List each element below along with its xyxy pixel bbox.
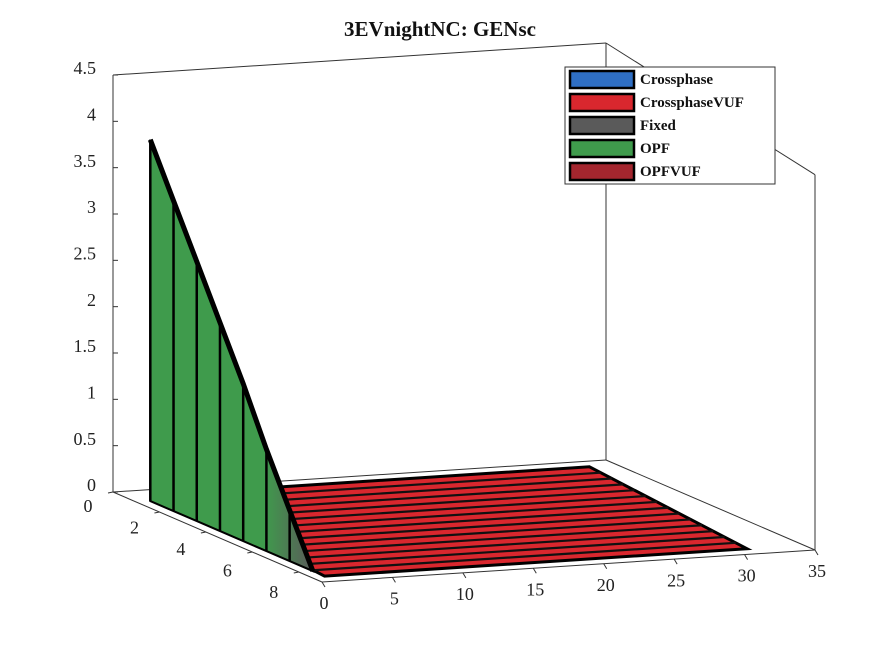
- floor-hatch: [268, 518, 691, 548]
- x-tick-label: 2: [130, 518, 139, 538]
- floor-hatch: [279, 524, 703, 554]
- floor-hatch: [245, 506, 669, 537]
- floor-hatch: [256, 512, 680, 543]
- y-tick: [321, 581, 326, 588]
- x-tick: [200, 531, 206, 534]
- legend-label: CrossphaseVUF: [640, 95, 744, 111]
- z-tick-label: 1.5: [74, 336, 97, 356]
- legend-swatch: [568, 161, 636, 182]
- z-tick-label: 1: [87, 382, 96, 402]
- x-tick: [247, 551, 253, 554]
- z-tick-label: 4: [87, 104, 96, 124]
- y-tick-label: 35: [808, 561, 826, 581]
- legend-swatch: [568, 115, 636, 136]
- box-edge: [112, 42, 607, 76]
- x-tick: [154, 511, 160, 514]
- legend-label: Fixed: [640, 118, 676, 134]
- z-tick-label: 3: [87, 197, 96, 217]
- y-tick-label: 20: [597, 575, 615, 595]
- x-tick-label: 0: [84, 496, 93, 516]
- legend-swatch: [568, 92, 636, 113]
- wall-top: [147, 138, 316, 572]
- y-tick-label: 5: [390, 589, 399, 609]
- floor-hatch: [234, 500, 658, 531]
- z-tick-label: 4.5: [74, 58, 97, 78]
- box-edge: [112, 491, 323, 583]
- legend-label: Crossphase: [640, 72, 713, 88]
- y-tick: [744, 554, 749, 560]
- legend: Crossphase CrossphaseVUF Fixed OPF OPFVUF: [564, 66, 776, 185]
- x-tick: [107, 491, 114, 494]
- box-edge: [605, 459, 816, 551]
- floor-hatch: [301, 535, 725, 566]
- z-tick-label: 2.5: [74, 243, 97, 263]
- z-tick-label: 3.5: [74, 151, 97, 171]
- legend-label: OPF: [640, 141, 670, 157]
- floor-hatch: [313, 541, 736, 572]
- y-tick: [391, 577, 396, 583]
- legend-label: OPFVUF: [640, 164, 701, 180]
- legend-swatch: [568, 69, 636, 90]
- x-tick-label: 6: [223, 561, 232, 581]
- x-tick: [293, 571, 299, 574]
- y-tick: [462, 572, 467, 579]
- ticks: 0 0.5 1 1.5 2 2.5 3 3.5 4 4.5 0 2 4 6 8 0 5 10 15 20 25 30 35: [74, 58, 827, 613]
- y-tick-label: 25: [667, 570, 685, 590]
- y-tick-label: 10: [456, 584, 474, 604]
- box-edge: [321, 549, 816, 583]
- y-tick-label: 30: [738, 566, 756, 586]
- z-tick-label: 0: [87, 475, 96, 495]
- y-tick: [603, 563, 608, 569]
- x-tick-label: 4: [176, 539, 185, 559]
- legend-swatch: [568, 138, 636, 159]
- z-tick-label: 2: [87, 290, 96, 310]
- chart-title: 3EVnightNC: GENsc: [344, 17, 536, 41]
- y-tick: [673, 558, 678, 565]
- x-tick-label: 8: [269, 582, 278, 602]
- y-tick-label: 15: [526, 579, 544, 599]
- y-tick-label: 0: [320, 593, 329, 613]
- floor-hatch: [290, 530, 714, 560]
- y-tick: [814, 549, 819, 556]
- z-tick-label: 0.5: [74, 429, 97, 449]
- y-tick: [532, 568, 537, 574]
- plot-area: [147, 138, 753, 578]
